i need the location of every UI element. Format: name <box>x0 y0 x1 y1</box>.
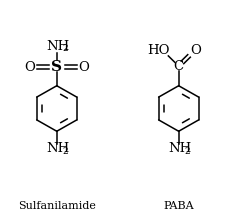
Text: Sulfanilamide: Sulfanilamide <box>18 201 96 210</box>
Text: 2: 2 <box>184 147 190 156</box>
Text: 2: 2 <box>62 147 68 156</box>
Text: 2: 2 <box>62 44 68 53</box>
Text: HO: HO <box>147 44 170 57</box>
Text: NH: NH <box>168 142 192 155</box>
Text: NH: NH <box>46 142 70 155</box>
Text: O: O <box>78 61 89 74</box>
Text: PABA: PABA <box>163 201 194 210</box>
Text: NH: NH <box>46 40 70 53</box>
Text: S: S <box>51 60 62 74</box>
Text: O: O <box>24 61 35 74</box>
Text: C: C <box>174 60 184 73</box>
Text: O: O <box>190 44 201 57</box>
